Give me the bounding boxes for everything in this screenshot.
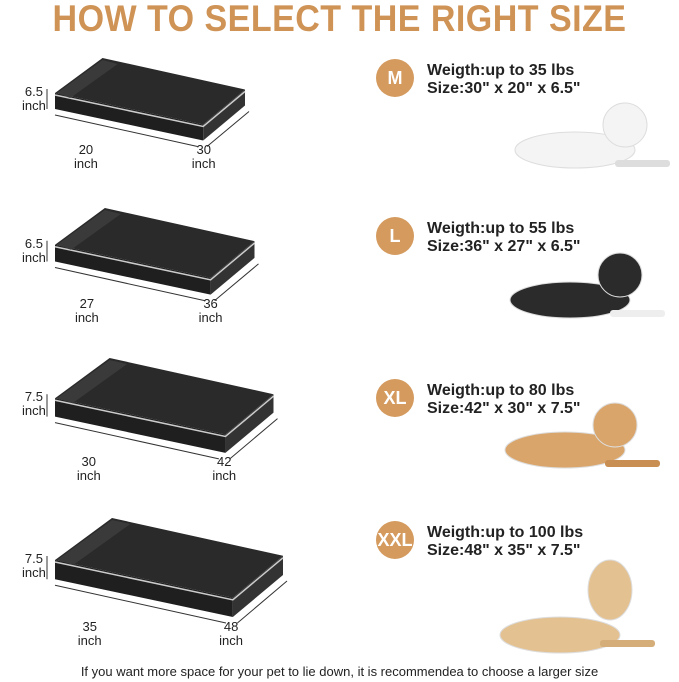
width-dimension: 27 inch [74,295,99,325]
size-row-xxl: 7.5 inch 35 inch 48 inch XXL Weigth:up to 1… [0,510,679,660]
bed-image [46,518,288,624]
height-dimension: 6.5 inch [22,235,46,265]
height-dimension: 6.5 inch [22,84,46,113]
dimensions-text: Size:36" x 27" x 6.5" [427,238,581,255]
size-spec: Weigth:up to 100 lbs Size:48" x 35" x 7.5… [427,524,583,560]
length-dimension: 48 inch [219,618,244,648]
dog-image [504,402,660,469]
height-dimension: 7.5 inch [22,551,46,580]
dimensions-text: Size:42" x 30" x 7.5" [427,400,581,417]
page-title: HOW TO SELECT THE RIGHT SIZE [52,0,627,39]
size-spec: Weigth:up to 80 lbs Size:42" x 30" x 7.5" [427,382,581,418]
length-dimension: 30 inch [191,141,216,171]
length-dimension: 42 inch [212,454,237,484]
weight-text: Weigth:up to 35 lbs [427,62,575,79]
weight-text: Weigth:up to 100 lbs [427,524,584,541]
width-dimension: 30 inch [76,454,101,484]
size-row-m: 6.5 inch 20 inch 30 inch M Weigth:up to 35 … [0,50,679,200]
dimensions-text: Size:48" x 35" x 7.5" [427,542,581,559]
dimensions-text: Size:30" x 20" x 6.5" [427,80,581,97]
dog-image [514,102,670,169]
height-dimension: 7.5 inch [22,389,46,419]
size-badge: L [376,217,414,255]
bed-image [46,58,250,147]
size-row-xl: 7.5 inch 30 inch 42 inch XL Weigth:up to 80… [0,350,679,500]
weight-text: Weigth:up to 55 lbs [427,220,575,237]
dog-image [509,252,665,319]
size-row-l: 6.5 inch 27 inch 36 inch L Weigth:up to 55 … [0,200,679,350]
footer-note: If you want more space for your pet to l… [80,664,599,679]
size-badge: XXL [376,521,414,559]
bed-image [46,358,278,460]
size-badge: XL [376,379,414,417]
length-dimension: 36 inch [198,295,223,325]
size-spec: Weigth:up to 55 lbs Size:36" x 27" x 6.5" [427,220,581,256]
bed-image [46,208,259,302]
size-spec: Weigth:up to 35 lbs Size:30" x 20" x 6.5" [427,62,581,98]
size-badge: M [376,59,414,97]
weight-text: Weigth:up to 80 lbs [427,382,575,399]
width-dimension: 20 inch [74,141,98,171]
dog-image [499,559,655,654]
width-dimension: 35 inch [77,618,102,648]
